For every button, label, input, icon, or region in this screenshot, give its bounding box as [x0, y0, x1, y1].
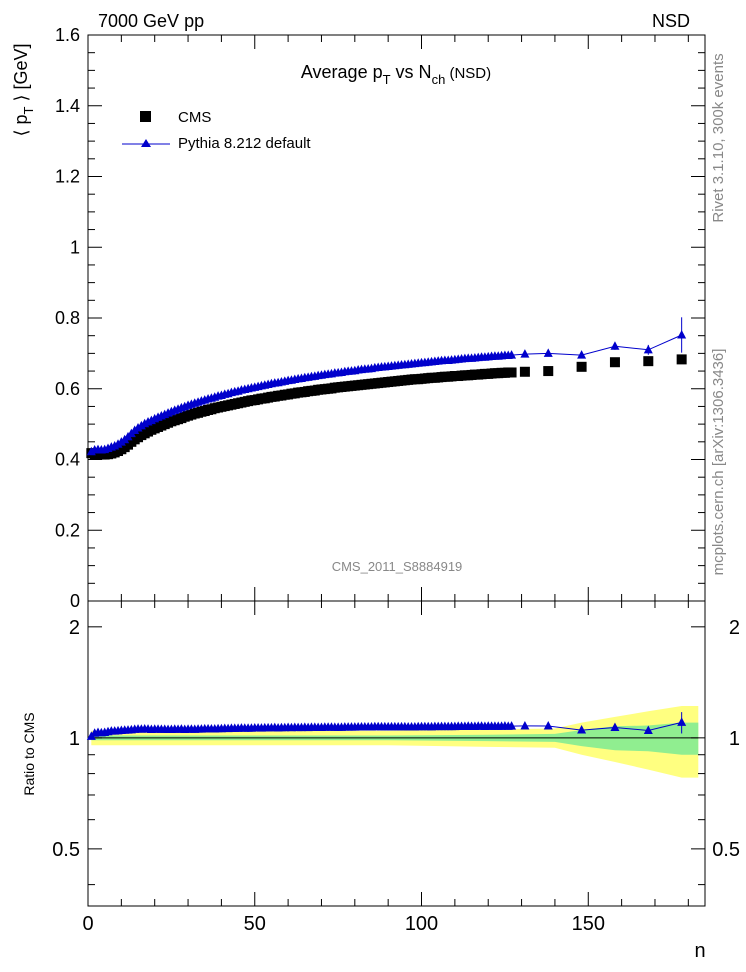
band-yellow — [91, 706, 699, 778]
ratio-panel-ytick-labels: 0.5 0.5 1 1 2 2 — [52, 617, 740, 861]
rivet-label: Rivet 3.1.10, 300k events — [710, 53, 727, 222]
x-tick-labels: 0 50 100 150 — [82, 913, 605, 935]
cms-point — [576, 361, 587, 372]
cms-point — [543, 366, 554, 377]
y-tick-label: 1 — [70, 237, 80, 257]
pythia-point — [577, 350, 587, 359]
pythia-point — [677, 329, 687, 339]
y-tick-label: 1.4 — [55, 96, 80, 116]
ratio-y-tick-label: 1 — [69, 728, 80, 750]
legend-marker-pythia — [141, 139, 151, 147]
ratio-y-tick-label-right: 1 — [729, 728, 740, 750]
main-panel-ticks — [87, 34, 705, 602]
cms-point — [506, 367, 517, 378]
x-tick-label: 50 — [244, 913, 266, 935]
x-tick-label: 150 — [572, 913, 605, 935]
ratio-point — [520, 720, 530, 730]
ratio-panel-ticks — [87, 601, 705, 906]
chart-title: Average pT vs Nch (NSD) — [301, 62, 491, 87]
ratio-point — [507, 721, 517, 730]
cms-point — [676, 354, 687, 365]
pythia-point — [507, 350, 517, 359]
legend-marker-cms — [140, 111, 151, 122]
y-tick-label: 0.6 — [55, 379, 80, 399]
cms-point — [609, 357, 620, 368]
ratio-point — [543, 720, 553, 730]
ratio-point — [677, 717, 687, 726]
band-green — [91, 722, 699, 755]
ratio-point — [643, 725, 653, 734]
x-tick-label: 100 — [405, 913, 438, 935]
ratio-panel: 0.5 0.5 1 1 2 2 0 50 100 150 Ratio to CMS n — [21, 600, 740, 962]
legend: CMS Pythia 8.212 default — [122, 109, 311, 152]
y-tick-label: 1.6 — [55, 25, 80, 45]
analysis-label: CMS_2011_S8884919 — [332, 559, 463, 574]
ratio-y-tick-label: 2 — [69, 617, 80, 639]
ratio-y-tick-label-right: 0.5 — [712, 839, 740, 861]
pythia-point — [643, 344, 653, 354]
ratio-panel-frame — [87, 600, 706, 907]
pythia-point — [520, 349, 530, 358]
main-panel-ytick-labels: 0 0.2 0.4 0.6 0.8 1 1.2 1.4 1.6 — [55, 25, 80, 611]
legend-label-pythia: Pythia 8.212 default — [178, 135, 311, 152]
ratio-point — [610, 722, 620, 732]
legend-label-cms: CMS — [178, 109, 211, 126]
mcplots-label: mcplots.cern.ch [arXiv:1306.3436] — [710, 349, 727, 576]
ratio-bands — [88, 706, 699, 778]
y-tick-label: 0 — [70, 591, 80, 611]
pythia-point — [610, 341, 620, 350]
header-right: NSD — [652, 11, 690, 31]
main-panel: 0 0.2 0.4 0.6 0.8 1 1.2 1.4 1.6 Average pT vs Nc… — [11, 25, 706, 611]
x-tick-label: 0 — [82, 913, 93, 935]
x-axis-label: n — [694, 940, 705, 962]
y-tick-label: 0.2 — [55, 520, 80, 540]
y-tick-label: 0.4 — [55, 450, 80, 470]
ratio-y-tick-label: 0.5 — [52, 839, 80, 861]
ratio-y-axis-label: Ratio to CMS — [21, 712, 37, 795]
cms-point — [519, 366, 530, 377]
y-tick-label: 1.2 — [55, 167, 80, 187]
y-axis-label: ⟨ pT ⟩ [GeV] — [11, 43, 36, 136]
pythia-line — [91, 334, 682, 453]
header-left: 7000 GeV pp — [98, 11, 204, 31]
pythia-point — [543, 348, 553, 357]
ratio-panel-data — [86, 712, 687, 740]
main-panel-data — [86, 317, 687, 460]
ratio-y-tick-label-right: 2 — [729, 617, 740, 639]
cms-point — [643, 356, 654, 367]
ratio-point — [577, 725, 587, 734]
y-tick-label: 0.8 — [55, 308, 80, 328]
